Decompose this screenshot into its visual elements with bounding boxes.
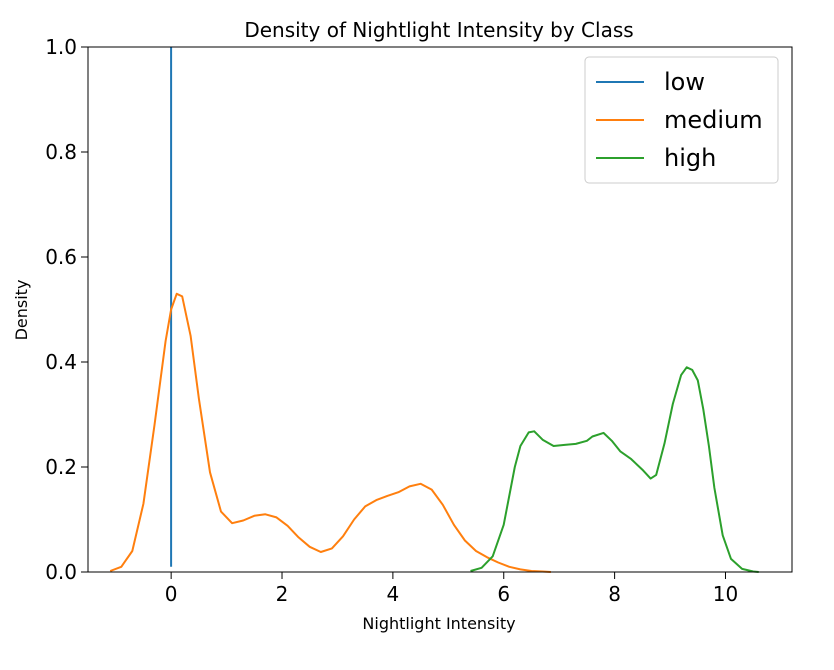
legend-box [584, 56, 779, 184]
x-tick-label: 0 [165, 582, 178, 606]
chart-title: Density of Nightlight Intensity by Class [244, 18, 633, 42]
x-axis-ticks: 0 2 4 6 8 10 [165, 572, 738, 606]
x-tick-label: 8 [608, 582, 621, 606]
series-line-high [470, 366, 759, 573]
legend-label-high: high [664, 144, 716, 172]
x-tick-label: 10 [713, 582, 738, 606]
y-tick-label: 0.6 [45, 245, 77, 269]
x-tick-label: 4 [387, 582, 400, 606]
legend-label-medium: medium [664, 106, 763, 134]
x-tick-label: 6 [497, 582, 510, 606]
y-tick-label: 0.4 [45, 350, 77, 374]
x-axis-label: Nightlight Intensity [362, 614, 515, 633]
legend-label-low: low [664, 68, 705, 96]
plot-frame [87, 46, 793, 573]
y-tick-label: 0.8 [45, 140, 77, 164]
y-axis-label: Density [12, 280, 31, 341]
legend: low medium high [584, 56, 779, 184]
y-axis-ticks: 0.0 0.2 0.4 0.6 0.8 1.0 [45, 35, 88, 584]
x-tick-label: 2 [276, 582, 289, 606]
y-tick-label: 0.2 [45, 455, 77, 479]
y-tick-label: 1.0 [45, 35, 77, 59]
series-line-medium [109, 292, 551, 573]
y-tick-label: 0.0 [45, 560, 77, 584]
plot-lines [109, 47, 759, 573]
